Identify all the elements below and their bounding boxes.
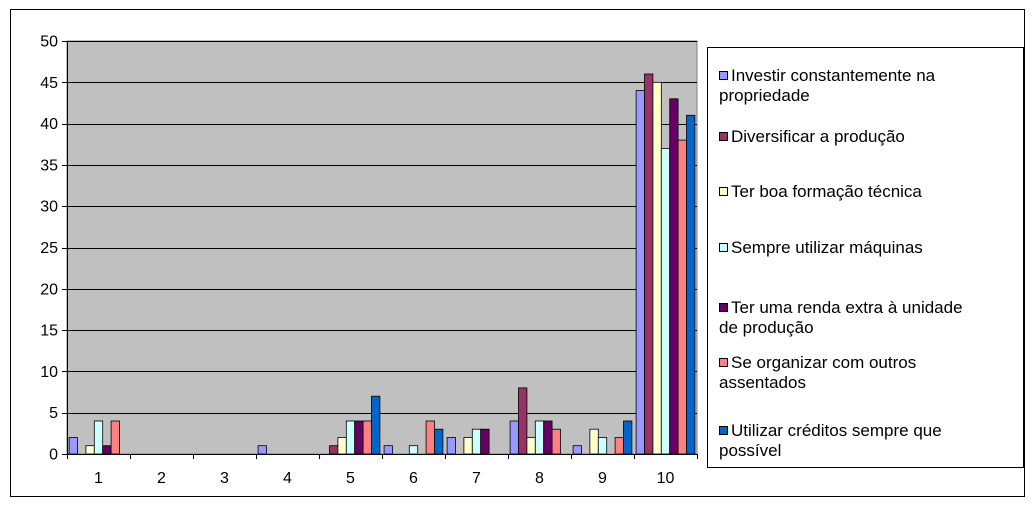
bar-3-cat-8 [526,437,536,455]
legend-label: propriedade [719,86,810,105]
bar-3-cat-5 [337,437,347,455]
x-tick-label: 5 [346,470,355,487]
bar-6-cat-9 [614,437,624,455]
x-tick-label: 4 [283,470,292,487]
legend-swatch [719,303,728,312]
legend-label: Ter boa formação técnica [731,182,922,201]
legend-label: possível [719,441,782,460]
bar-6-cat-5 [362,420,372,455]
bar-3-cat-10 [652,81,662,455]
legend-swatch [719,426,728,435]
bar-1-cat-8 [509,420,519,455]
legend-label: Ter uma renda extra à unidade [731,298,963,317]
y-tick-label: 45 [40,75,58,92]
bar-4-cat-9 [597,437,608,455]
x-tick-label: 9 [598,470,607,487]
bar-5-cat-8 [543,420,553,455]
legend-label: Sempre utilizar máquinas [731,238,923,257]
legend-label: Diversificar a produção [731,127,905,146]
bar-7-cat-10 [686,114,696,455]
bar-4-cat-7 [471,428,482,455]
bar-3-cat-9 [589,428,599,455]
y-tick-label: 30 [40,199,58,216]
x-tick-label: 6 [409,470,418,487]
bar-6-cat-1 [110,420,120,455]
bar-6-cat-10 [677,139,687,455]
bar-5-cat-10 [669,98,679,455]
bar-1-cat-4 [257,445,267,455]
legend-label: Investir constantemente na [731,66,936,85]
x-tick-label: 1 [94,470,103,487]
bar-2-cat-5 [329,445,339,455]
bar-3-cat-7 [463,437,473,455]
legend-swatch [719,132,728,141]
bar-4-cat-1 [93,420,104,455]
plot-area [66,40,698,455]
legend-label: Se organizar com outros [731,353,917,372]
y-tick-label: 15 [40,323,58,340]
x-axis-ticks: 1 2 3 4 5 6 7 8 9 10 [67,454,698,487]
bar-4-cat-6 [408,445,419,455]
bar-3-cat-1 [85,445,95,455]
y-tick-label: 5 [49,405,58,422]
bar-1-cat-10 [635,90,645,455]
x-tick-label: 8 [535,470,544,487]
bar-2-cat-8 [518,387,528,455]
y-tick-label: 25 [40,240,58,257]
y-tick-label: 40 [40,116,58,133]
bar-5-cat-1 [102,445,112,455]
x-tick-label: 10 [657,470,675,487]
bar-1-cat-7 [446,437,456,455]
legend-swatch [719,358,728,367]
legend-label: assentados [719,373,806,392]
bar-4-cat-5 [345,420,356,455]
y-tick-label: 50 [40,34,58,51]
bar-5-cat-5 [354,420,364,455]
bar-4-cat-8 [534,420,545,455]
bar-7-cat-9 [623,420,633,455]
bar-6-cat-6 [425,420,435,455]
bar-4-cat-10 [660,147,671,455]
y-tick-label: 35 [40,157,58,174]
bar-7-cat-6 [434,428,444,455]
y-axis-ticks: 0 5 10 15 20 25 30 35 40 45 50 [40,34,67,464]
bar-7-cat-5 [371,395,381,455]
legend-label: de produção [719,318,814,337]
legend: Investir constantemente na propriedade Div… [707,47,1024,468]
bar-6-cat-8 [551,428,561,455]
bar-2-cat-10 [644,73,654,455]
bars [68,73,696,455]
y-tick-label: 10 [40,364,58,381]
legend-label: Utilizar créditos sempre que [731,421,942,440]
x-tick-label: 3 [220,470,229,487]
y-tick-label: 0 [49,447,58,464]
bar-1-cat-6 [383,445,393,455]
bar-1-cat-1 [68,437,78,455]
bar-5-cat-7 [480,428,490,455]
x-tick-label: 2 [157,470,166,487]
gridlines [67,41,697,414]
y-tick-label: 20 [40,281,58,298]
legend-swatch [719,71,728,80]
legend-swatch [719,243,728,252]
bar-1-cat-9 [572,445,582,455]
x-tick-label: 7 [472,470,481,487]
legend-swatch [719,187,728,196]
